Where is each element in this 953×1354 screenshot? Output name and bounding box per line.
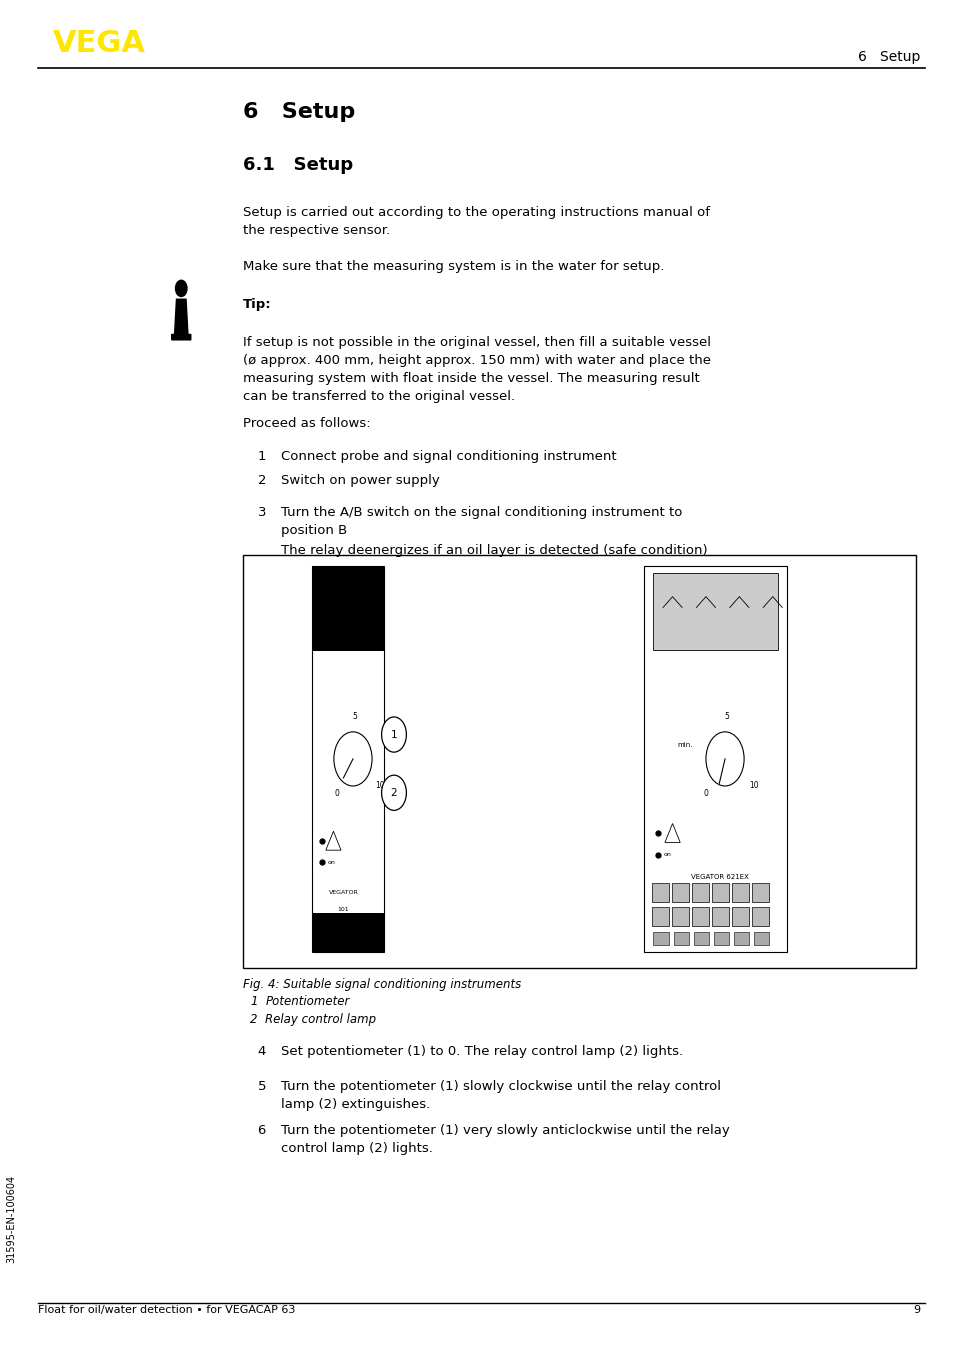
Text: 1: 1 (391, 730, 396, 739)
Text: 5: 5 (352, 712, 357, 720)
FancyBboxPatch shape (693, 932, 708, 945)
Text: 6   Setup: 6 Setup (243, 102, 355, 122)
Text: Set potentiometer (1) to 0. The relay control lamp (2) lights.: Set potentiometer (1) to 0. The relay co… (281, 1045, 683, 1059)
Text: 5: 5 (723, 712, 729, 720)
FancyBboxPatch shape (711, 907, 728, 926)
FancyBboxPatch shape (671, 883, 688, 902)
Text: Make sure that the measuring system is in the water for setup.: Make sure that the measuring system is i… (243, 260, 664, 274)
Text: 101: 101 (337, 907, 349, 911)
Text: min.: min. (677, 742, 692, 749)
Text: Fig. 4: Suitable signal conditioning instruments: Fig. 4: Suitable signal conditioning ins… (243, 978, 521, 991)
FancyBboxPatch shape (731, 907, 748, 926)
Text: Connect probe and signal conditioning instrument: Connect probe and signal conditioning in… (281, 450, 617, 463)
Text: on: on (328, 860, 335, 865)
FancyBboxPatch shape (643, 566, 786, 952)
Text: Potentiometer: Potentiometer (265, 995, 349, 1009)
Text: VEGATOR: VEGATOR (328, 890, 358, 895)
FancyBboxPatch shape (653, 573, 777, 650)
Text: Turn the potentiometer (1) slowly clockwise until the relay control
lamp (2) ext: Turn the potentiometer (1) slowly clockw… (281, 1080, 720, 1112)
Text: Turn the potentiometer (1) very slowly anticlockwise until the relay
control lam: Turn the potentiometer (1) very slowly a… (281, 1124, 729, 1155)
Text: VEGA: VEGA (52, 30, 145, 58)
Text: 6   Setup: 6 Setup (858, 50, 920, 64)
Text: Setup is carried out according to the operating instructions manual of
the respe: Setup is carried out according to the op… (243, 206, 710, 237)
Text: on: on (663, 852, 671, 857)
Polygon shape (172, 299, 191, 340)
Text: Float for oil/water detection • for VEGACAP 63: Float for oil/water detection • for VEGA… (38, 1305, 295, 1315)
FancyBboxPatch shape (691, 907, 708, 926)
FancyBboxPatch shape (673, 932, 688, 945)
Text: 3: 3 (257, 506, 266, 520)
Text: 5: 5 (257, 1080, 266, 1094)
Circle shape (334, 731, 372, 785)
Text: Switch on power supply: Switch on power supply (281, 474, 439, 487)
Circle shape (705, 731, 743, 785)
FancyBboxPatch shape (751, 907, 768, 926)
Text: Proceed as follows:: Proceed as follows: (243, 417, 371, 431)
Text: 4: 4 (257, 1045, 266, 1059)
Text: 2: 2 (391, 788, 396, 798)
Text: 0: 0 (702, 788, 708, 798)
Text: VEGATOR 621EX: VEGATOR 621EX (691, 873, 748, 880)
Text: 2: 2 (250, 1013, 257, 1026)
FancyBboxPatch shape (713, 932, 728, 945)
Circle shape (381, 774, 406, 810)
FancyBboxPatch shape (711, 883, 728, 902)
FancyBboxPatch shape (313, 566, 383, 952)
FancyBboxPatch shape (653, 932, 668, 945)
Text: 1: 1 (257, 450, 266, 463)
Text: 31595-EN-100604: 31595-EN-100604 (7, 1174, 16, 1263)
Text: 0: 0 (334, 788, 339, 798)
FancyBboxPatch shape (313, 913, 383, 952)
Text: 6.1   Setup: 6.1 Setup (243, 156, 353, 173)
Text: The relay deenergizes if an oil layer is detected (safe condition): The relay deenergizes if an oil layer is… (281, 544, 707, 558)
FancyBboxPatch shape (731, 883, 748, 902)
FancyBboxPatch shape (691, 883, 708, 902)
FancyBboxPatch shape (751, 883, 768, 902)
Text: 10: 10 (375, 780, 384, 789)
FancyBboxPatch shape (671, 907, 688, 926)
Circle shape (381, 718, 406, 751)
FancyBboxPatch shape (313, 566, 383, 651)
FancyBboxPatch shape (753, 932, 768, 945)
Text: Tip:: Tip: (243, 298, 272, 311)
FancyBboxPatch shape (651, 883, 668, 902)
FancyBboxPatch shape (733, 932, 748, 945)
Text: 1: 1 (250, 995, 257, 1009)
FancyBboxPatch shape (243, 555, 915, 968)
Text: 10: 10 (748, 780, 758, 789)
Text: 9: 9 (913, 1305, 920, 1315)
FancyBboxPatch shape (651, 907, 668, 926)
Text: Relay control lamp: Relay control lamp (265, 1013, 375, 1026)
Circle shape (175, 280, 187, 297)
Text: 6: 6 (257, 1124, 266, 1137)
Text: 2: 2 (257, 474, 266, 487)
Text: If setup is not possible in the original vessel, then fill a suitable vessel
(ø : If setup is not possible in the original… (243, 336, 711, 402)
Text: Turn the A/B switch on the signal conditioning instrument to
position B: Turn the A/B switch on the signal condit… (281, 506, 682, 538)
